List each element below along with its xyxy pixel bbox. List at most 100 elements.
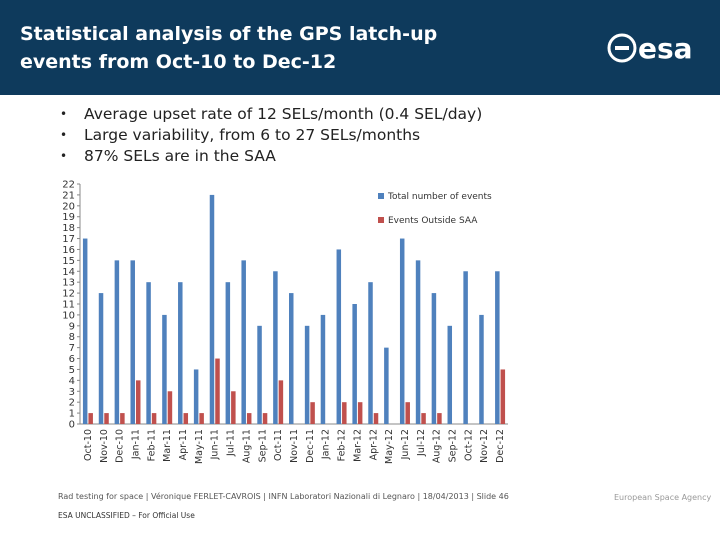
x-tick-label: Jun-11 [210,429,221,460]
y-tick-label: 5 [69,365,75,376]
bar-total-events [368,282,373,424]
y-tick-label: 0 [69,420,75,431]
y-tick-label: 10 [62,310,75,321]
bullet-dot-icon: • [60,107,68,121]
bar-outside-saa [357,402,363,424]
bar-total-events [447,325,453,424]
title-line-1: Statistical analysis of the GPS latch-up [20,23,438,45]
bar-outside-saa [104,413,109,424]
bar-total-events [130,260,135,424]
bar-total-events [399,238,405,424]
y-tick-label: 4 [69,376,75,387]
x-tick-label: Sep-12 [448,429,459,462]
y-tick-label: 13 [62,278,75,289]
y-tick-label: 16 [62,245,75,256]
bar-outside-saa [88,413,93,424]
x-tick-label: May-11 [194,429,205,464]
bar-total-events [320,314,326,424]
x-tick-label: Oct-11 [273,429,284,461]
y-tick-label: 18 [62,223,75,234]
x-tick-label: Jul-12 [416,429,427,457]
bullet-dot-icon: • [60,128,68,142]
bar-total-events [352,304,357,424]
esa-logo: esa [607,32,693,65]
x-tick-label: Jan-11 [130,429,141,460]
esa-logo-text: esa [638,32,693,65]
bar-outside-saa [421,413,426,424]
bullet-dot-icon: • [60,149,68,163]
y-tick-label: 9 [69,321,75,332]
x-tick-label: Feb-11 [146,429,157,461]
y-tick-label: 17 [62,234,75,245]
slide-header: Statistical analysis of the GPS latch-up… [0,0,720,95]
y-tick-label: 6 [69,354,75,365]
bar-total-events [384,347,389,424]
x-tick-label: Dec-11 [305,429,316,463]
x-tick-label: Sep-11 [257,429,268,462]
bar-total-events [225,282,231,424]
bar-total-events [289,293,294,424]
y-tick-label: 2 [69,398,75,409]
legend-label-outside-saa: Events Outside SAA [388,216,478,226]
bullet-list: • Average upset rate of 12 SELs/month (0.… [60,104,482,167]
footer-agency: European Space Agency [614,493,712,502]
bar-outside-saa [310,402,315,424]
y-tick-label: 11 [62,300,75,311]
legend-swatch-outside-saa [378,217,384,223]
bar-total-events [415,260,421,424]
x-tick-label: Mar-12 [352,429,363,462]
bar-total-events [98,293,104,424]
slide-title: Statistical analysis of the GPS latch-up… [20,20,560,76]
footer-credits: Rad testing for space | Véronique FERLET… [58,492,509,501]
bar-total-events [162,314,167,424]
bullet-text: Average upset rate of 12 SELs/month (0.4… [84,105,483,123]
bar-total-events [273,271,278,424]
bullet-item: • Large variability, from 6 to 27 SELs/mo… [60,125,482,146]
y-tick-label: 3 [69,387,75,398]
bar-outside-saa [167,391,173,424]
bar-outside-saa [215,358,220,424]
bar-total-events [114,260,120,424]
title-line-2: events from Oct-10 to Dec-12 [20,51,337,73]
x-tick-label: Nov-10 [99,429,110,463]
x-tick-label: Jan-12 [321,429,332,460]
bullet-text: 87% SELs are in the SAA [84,147,276,165]
sel-bar-chart: 012345678910111213141516171819202122Oct-… [62,180,508,464]
bar-total-events [209,194,215,424]
bar-total-events [193,369,199,424]
bar-outside-saa [342,402,347,424]
x-tick-label: Oct-12 [463,429,474,461]
bar-outside-saa [120,413,125,424]
footer-classification: ESA UNCLASSIFIED – For Official Use [58,511,195,520]
x-tick-label: Aug-11 [241,429,252,463]
bar-total-events [336,249,342,424]
bar-total-events [304,325,310,424]
bar-total-events [431,293,437,424]
x-tick-label: Feb-12 [337,429,348,461]
bar-outside-saa [373,413,379,424]
x-tick-label: Apr-12 [368,429,379,460]
x-tick-label: Mar-11 [162,429,173,462]
y-tick-label: 20 [62,201,75,212]
bar-outside-saa [183,413,189,424]
y-tick-label: 22 [62,180,75,191]
bar-total-events [495,271,500,424]
bar-total-events [257,325,262,424]
bar-outside-saa [135,380,141,424]
y-tick-label: 8 [69,332,75,343]
bar-total-events [146,282,151,424]
y-tick-label: 14 [62,267,75,278]
bullet-item: • Average upset rate of 12 SELs/month (0.… [60,104,482,125]
bar-outside-saa [199,413,204,424]
legend-label-total: Total number of events [387,192,492,202]
legend-swatch-total [378,193,384,199]
bar-outside-saa [278,380,284,424]
x-tick-label: May-12 [384,429,395,464]
bullet-item: • 87% SELs are in the SAA [60,146,482,167]
bar-total-events [463,271,468,424]
bar-outside-saa [246,413,252,424]
y-tick-label: 15 [62,256,75,267]
bar-total-events [178,282,183,424]
x-tick-label: Jun-12 [400,429,411,460]
bar-outside-saa [437,413,442,424]
